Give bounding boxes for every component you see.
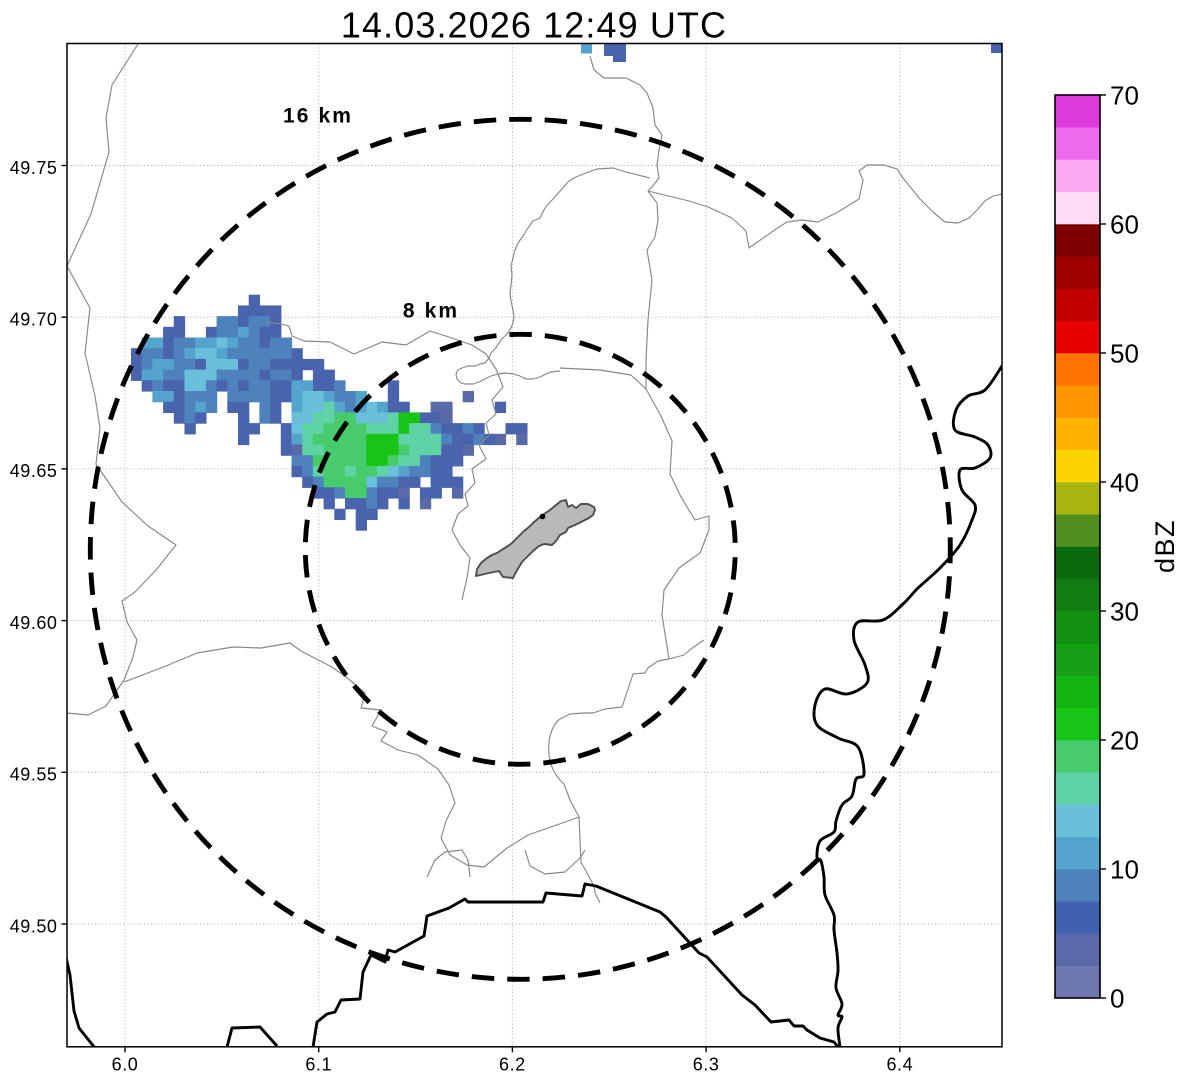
svg-text:6.4: 6.4 bbox=[886, 1055, 913, 1075]
svg-text:49.65: 49.65 bbox=[10, 461, 58, 481]
svg-text:50: 50 bbox=[1110, 338, 1139, 368]
svg-text:20: 20 bbox=[1110, 725, 1139, 755]
svg-text:49.55: 49.55 bbox=[10, 765, 58, 785]
svg-text:49.50: 49.50 bbox=[10, 916, 58, 936]
svg-text:6.1: 6.1 bbox=[305, 1055, 332, 1075]
svg-text:70: 70 bbox=[1110, 80, 1139, 110]
svg-text:6.3: 6.3 bbox=[693, 1055, 720, 1075]
svg-text:dBZ: dBZ bbox=[1150, 519, 1180, 573]
svg-text:60: 60 bbox=[1110, 209, 1139, 239]
svg-text:14.03.2026 12:49 UTC: 14.03.2026 12:49 UTC bbox=[341, 5, 727, 46]
svg-text:49.70: 49.70 bbox=[10, 310, 58, 330]
svg-text:16 km: 16 km bbox=[283, 105, 353, 128]
svg-text:10: 10 bbox=[1110, 854, 1139, 884]
svg-text:49.60: 49.60 bbox=[10, 613, 58, 633]
svg-text:8 km: 8 km bbox=[403, 300, 459, 323]
svg-text:40: 40 bbox=[1110, 467, 1139, 497]
svg-text:0: 0 bbox=[1110, 983, 1124, 1013]
svg-text:6.0: 6.0 bbox=[112, 1055, 139, 1075]
svg-text:6.2: 6.2 bbox=[499, 1055, 526, 1075]
svg-text:49.75: 49.75 bbox=[10, 158, 58, 178]
svg-text:30: 30 bbox=[1110, 596, 1139, 626]
